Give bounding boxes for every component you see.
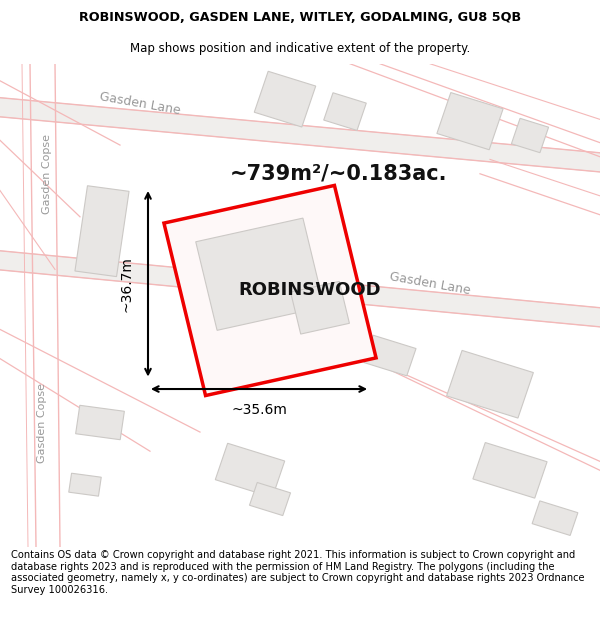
Text: Gasden Copse: Gasden Copse [37,382,47,462]
Text: ~35.6m: ~35.6m [231,403,287,417]
Polygon shape [215,443,285,498]
Polygon shape [0,98,600,174]
Polygon shape [196,218,324,331]
Polygon shape [254,71,316,127]
Polygon shape [324,92,366,131]
Text: ROBINSWOOD: ROBINSWOOD [239,281,382,299]
Polygon shape [511,118,548,152]
Polygon shape [532,501,578,536]
Polygon shape [76,405,124,440]
Polygon shape [75,186,129,277]
Text: ~36.7m: ~36.7m [119,256,133,312]
Text: ~739m²/~0.183ac.: ~739m²/~0.183ac. [230,164,448,184]
Polygon shape [437,92,503,150]
Text: Gasden Copse: Gasden Copse [42,134,52,214]
Polygon shape [69,473,101,496]
Polygon shape [250,482,290,516]
Polygon shape [364,335,416,376]
Polygon shape [473,442,547,498]
Polygon shape [0,250,600,329]
Text: Gasden Lane: Gasden Lane [388,270,472,298]
Polygon shape [164,186,376,396]
Text: Contains OS data © Crown copyright and database right 2021. This information is : Contains OS data © Crown copyright and d… [11,550,584,595]
Text: ROBINSWOOD, GASDEN LANE, WITLEY, GODALMING, GU8 5QB: ROBINSWOOD, GASDEN LANE, WITLEY, GODALMI… [79,11,521,24]
Text: Gasden Lane: Gasden Lane [98,91,182,118]
Text: Map shows position and indicative extent of the property.: Map shows position and indicative extent… [130,42,470,55]
Polygon shape [290,281,349,334]
Polygon shape [446,351,533,418]
